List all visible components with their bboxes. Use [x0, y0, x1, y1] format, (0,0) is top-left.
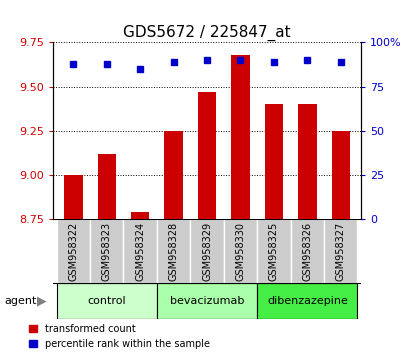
Bar: [190, 219, 223, 283]
Bar: [123, 219, 157, 283]
Bar: [223, 219, 256, 283]
Text: GSM958322: GSM958322: [68, 222, 78, 281]
Text: GSM958323: GSM958323: [101, 222, 112, 281]
Bar: [198, 92, 216, 219]
Text: agent: agent: [4, 296, 36, 306]
Text: GSM958325: GSM958325: [268, 222, 278, 281]
Title: GDS5672 / 225847_at: GDS5672 / 225847_at: [123, 25, 290, 41]
Bar: [56, 219, 90, 283]
Bar: [164, 131, 182, 219]
Bar: [331, 131, 349, 219]
Bar: [56, 283, 157, 319]
Text: control: control: [87, 296, 126, 306]
Text: GSM958324: GSM958324: [135, 222, 145, 281]
Bar: [290, 219, 323, 283]
Text: GSM958330: GSM958330: [235, 222, 245, 281]
Text: GSM958327: GSM958327: [335, 222, 345, 281]
Bar: [97, 154, 116, 219]
Bar: [297, 104, 316, 219]
Text: GSM958329: GSM958329: [202, 222, 211, 281]
Bar: [157, 283, 256, 319]
Legend: transformed count, percentile rank within the sample: transformed count, percentile rank withi…: [25, 320, 213, 353]
Bar: [157, 219, 190, 283]
Text: bevacizumab: bevacizumab: [169, 296, 244, 306]
Bar: [256, 283, 357, 319]
Bar: [256, 219, 290, 283]
Text: ▶: ▶: [37, 295, 46, 307]
Text: dibenzazepine: dibenzazepine: [266, 296, 347, 306]
Bar: [131, 212, 149, 219]
Bar: [323, 219, 357, 283]
Bar: [90, 219, 123, 283]
Text: GSM958326: GSM958326: [301, 222, 312, 281]
Bar: [231, 55, 249, 219]
Bar: [264, 104, 282, 219]
Text: GSM958328: GSM958328: [168, 222, 178, 281]
Bar: [64, 175, 82, 219]
